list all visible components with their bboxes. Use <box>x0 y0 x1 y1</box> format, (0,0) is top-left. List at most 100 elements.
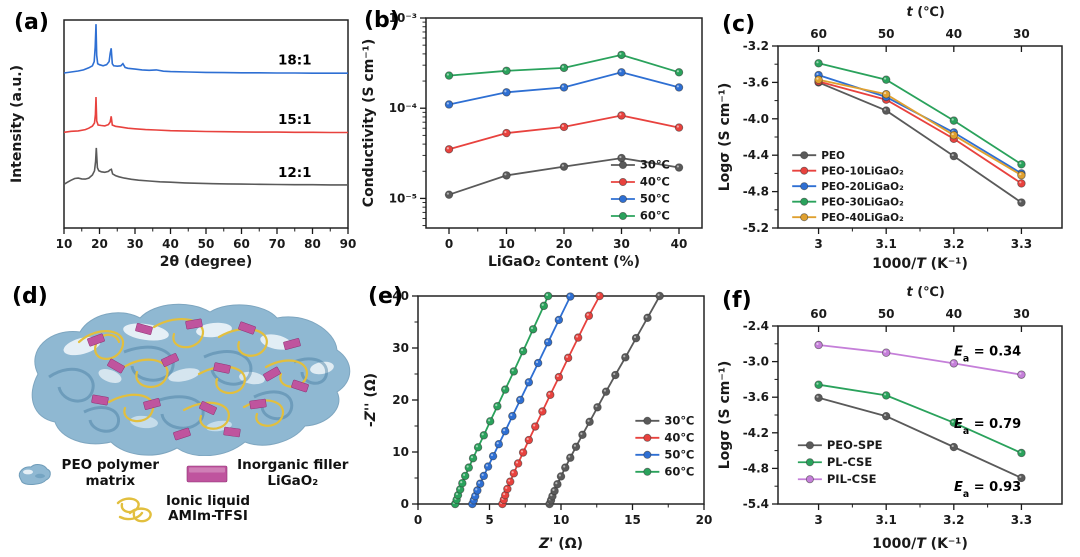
series-line-PEO-30LiGaO₂ <box>818 62 1022 166</box>
trace-label: 12:1 <box>278 165 312 181</box>
svg-text:-3.6: -3.6 <box>743 75 769 89</box>
series-markers-50℃ <box>468 292 575 509</box>
blob-swirls <box>48 345 329 433</box>
svg-text:PEO-SPE: PEO-SPE <box>827 438 883 452</box>
svg-text:Conductivity (S cm⁻¹): Conductivity (S cm⁻¹) <box>361 39 377 207</box>
svg-text:-3.6: -3.6 <box>743 390 769 404</box>
svg-text:-3.2: -3.2 <box>743 39 769 53</box>
svg-text:3: 3 <box>814 237 822 251</box>
svg-text:-2.4: -2.4 <box>743 319 769 333</box>
svg-text:40℃: 40℃ <box>640 175 670 189</box>
svg-text:90: 90 <box>340 237 356 251</box>
panel-a-label: (a) <box>14 10 49 35</box>
svg-text:40℃: 40℃ <box>664 430 694 444</box>
series-markers-60℃ <box>450 291 553 509</box>
svg-text:3: 3 <box>814 513 822 527</box>
svg-text:t (℃): t (℃) <box>906 5 944 20</box>
svg-text:20: 20 <box>696 513 713 527</box>
legend: 30℃ 40℃ 50℃ 60℃ <box>610 158 670 223</box>
panel-b-label: (b) <box>364 8 400 33</box>
svg-text:0: 0 <box>445 237 453 251</box>
svg-text:-4.8: -4.8 <box>743 185 769 199</box>
svg-text:60: 60 <box>233 237 250 251</box>
svg-text:2θ (degree): 2θ (degree) <box>160 254 252 270</box>
trace-label: 18:1 <box>278 53 312 69</box>
svg-text:20: 20 <box>392 393 409 407</box>
svg-text:30: 30 <box>1013 27 1030 41</box>
ionic-liquid-label: Ionic liquid AMIm-TFSI <box>165 492 251 525</box>
svg-text:5: 5 <box>485 513 493 527</box>
panel-e: (e) 0 5 10 15 20 0 10 20 30 40 Z' (Ω) -Z'' (Ω) 30℃ 40… <box>360 282 718 556</box>
panel-c: (c) 3 3.1 3.2 3.3 -3.2 -3.6 -4.0 -4.4 -4.8 -5.2 60… <box>714 2 1078 276</box>
activation-energy-note: Ea = 0.79 <box>954 417 1021 437</box>
svg-text:PEO-20LiGaO₂: PEO-20LiGaO₂ <box>821 181 904 193</box>
series-line-PL-CSE <box>818 383 1022 454</box>
svg-text:50: 50 <box>878 27 895 41</box>
svg-text:1000/T (K⁻¹): 1000/T (K⁻¹) <box>872 256 968 272</box>
svg-text:-3.0: -3.0 <box>743 355 769 369</box>
svg-text:60℃: 60℃ <box>640 209 670 223</box>
arrhenius-chart-ligao2: 3 3.1 3.2 3.3 -3.2 -3.6 -4.0 -4.4 -4.8 -5.2 60 50 40… <box>717 5 1063 272</box>
series-markers-40℃ <box>444 111 684 154</box>
svg-text:80: 80 <box>304 237 321 251</box>
activation-energy-note: Ea = 0.34 <box>954 345 1021 365</box>
svg-text:3.2: 3.2 <box>943 237 964 251</box>
svg-text:1000/T (K⁻¹): 1000/T (K⁻¹) <box>872 536 968 552</box>
series-markers-PIL-CSE <box>814 340 1026 379</box>
composite-electrolyte-illustration <box>31 303 351 456</box>
legend-item-peo-matrix: PEO polymer matrix <box>14 457 159 489</box>
svg-text:3.2: 3.2 <box>943 513 964 527</box>
svg-text:40: 40 <box>945 307 962 321</box>
svg-text:-4.4: -4.4 <box>743 148 769 162</box>
svg-text:70: 70 <box>269 237 286 251</box>
svg-text:-5.2: -5.2 <box>743 221 769 235</box>
svg-text:-Z'' (Ω): -Z'' (Ω) <box>363 373 379 427</box>
illustration-legend: PEO polymer matrix Inorganic filler LiGa… <box>4 457 358 525</box>
svg-text:40: 40 <box>671 237 688 251</box>
peo-matrix-icon <box>18 463 51 485</box>
svg-text:10: 10 <box>56 237 73 251</box>
svg-text:40: 40 <box>945 27 962 41</box>
svg-text:30: 30 <box>1013 307 1030 321</box>
svg-text:30℃: 30℃ <box>640 158 670 172</box>
series-markers-40℃ <box>498 291 604 509</box>
svg-text:PL-CSE: PL-CSE <box>827 455 872 469</box>
svg-text:PEO: PEO <box>821 150 845 162</box>
svg-text:30: 30 <box>613 237 630 251</box>
polymer-blob <box>31 303 351 456</box>
xrd-trace-12:1 <box>63 147 348 186</box>
svg-text:10⁻⁴: 10⁻⁴ <box>389 101 417 115</box>
legend: PEO PEO-10LiGaO₂ PEO-20LiGaO₂ PEO-30LiGaO₂ P… <box>792 150 904 224</box>
activation-energy-note: Ea = 0.93 <box>954 480 1021 500</box>
svg-text:50: 50 <box>198 237 215 251</box>
panel-f: (f) 3 3.1 3.2 3.3 -2.4 -3.0 -3.6 -4.2 -4.8 -5.4 60… <box>714 282 1078 556</box>
series-markers-PEO-30LiGaO₂ <box>814 59 1026 169</box>
svg-text:Logσ (S cm⁻¹): Logσ (S cm⁻¹) <box>717 361 733 470</box>
svg-text:0: 0 <box>401 497 409 511</box>
svg-text:3.1: 3.1 <box>876 513 897 527</box>
svg-text:-4.2: -4.2 <box>743 426 769 440</box>
panel-a: (a) 10 20 30 40 50 60 70 80 90 2θ (degree) Intensi… <box>6 4 356 274</box>
panel-b: (b) 0 10 20 30 40 10⁻⁵ 10⁻⁴ 10⁻³ LiGaO₂ Content … <box>358 4 714 274</box>
svg-text:-4.0: -4.0 <box>743 112 769 126</box>
svg-text:-5.4: -5.4 <box>743 497 769 511</box>
svg-text:t (℃): t (℃) <box>906 285 944 300</box>
svg-text:60℃: 60℃ <box>664 464 694 478</box>
svg-text:3.1: 3.1 <box>876 237 897 251</box>
svg-text:Logσ (S cm⁻¹): Logσ (S cm⁻¹) <box>717 83 733 192</box>
svg-text:PIL-CSE: PIL-CSE <box>827 472 877 486</box>
xrd-trace-18:1 <box>63 24 348 74</box>
svg-text:15: 15 <box>624 513 641 527</box>
svg-text:0: 0 <box>414 513 422 527</box>
svg-text:30: 30 <box>392 341 409 355</box>
legend-item-ionic-liquid: Ionic liquid AMIm-TFSI <box>112 493 250 525</box>
series-line-PEO <box>818 81 1022 204</box>
series-markers-60℃ <box>444 50 684 80</box>
svg-text:10: 10 <box>498 237 515 251</box>
svg-text:LiGaO₂ Content (%): LiGaO₂ Content (%) <box>488 254 640 270</box>
panel-f-label: (f) <box>722 288 752 313</box>
trace-label: 15:1 <box>278 112 312 128</box>
panel-d-label: (d) <box>12 284 48 309</box>
svg-text:20: 20 <box>91 237 108 251</box>
svg-text:60: 60 <box>810 27 827 41</box>
